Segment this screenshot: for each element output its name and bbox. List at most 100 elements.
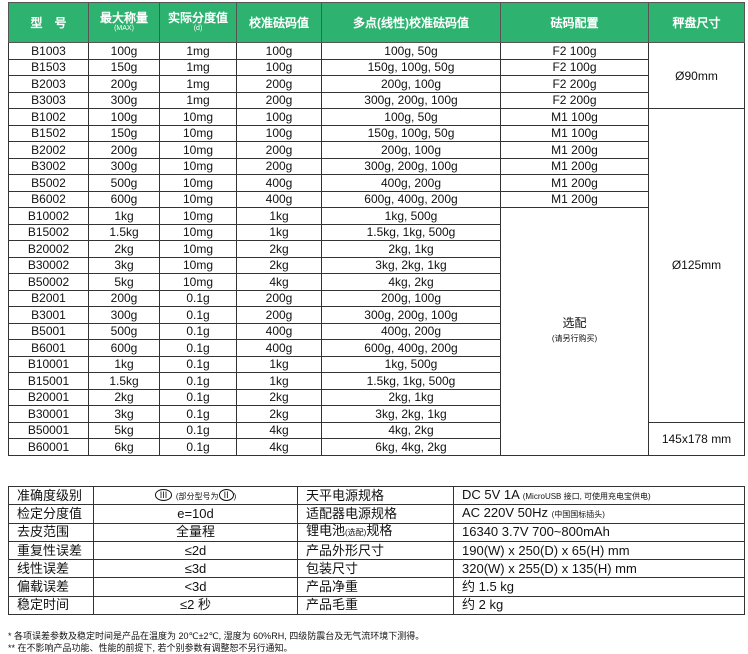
spec-label: 偏载误差 bbox=[8, 577, 94, 597]
cell: 200g bbox=[236, 306, 322, 324]
spec-value: 约 1.5 kg bbox=[453, 577, 745, 597]
cell: 0.1g bbox=[159, 355, 237, 373]
cell: 150g bbox=[88, 58, 160, 76]
cell: 10mg bbox=[159, 108, 237, 126]
cell: 200g, 100g bbox=[321, 289, 501, 307]
spec-label: 锂电池(选配)规格 bbox=[297, 522, 454, 542]
table-row: B30002 3kg 10mg 2kg 3kg, 2kg, 1kg bbox=[8, 256, 745, 274]
spec-label: 去皮范围 bbox=[8, 522, 94, 542]
cell: 1kg bbox=[236, 207, 322, 225]
spec-value: 190(W) x 250(D) x 65(H) mm bbox=[453, 540, 745, 561]
spec-label: 产品毛重 bbox=[297, 595, 454, 616]
cell: M1 100g bbox=[500, 124, 649, 142]
model-table: 型 号 最大称量 (MAX) 实际分度值 (d) 校准砝码值 多点(线性)校准砝码值… bbox=[8, 2, 745, 456]
spec-label: 稳定时间 bbox=[8, 595, 94, 616]
cell: 6kg, 4kg, 2kg bbox=[321, 438, 501, 456]
cell: B3002 bbox=[8, 157, 89, 175]
cell: B20001 bbox=[8, 388, 89, 406]
cell: B2001 bbox=[8, 289, 89, 307]
cell: 1kg bbox=[88, 355, 160, 373]
cell: 5kg bbox=[88, 273, 160, 291]
cell: 10mg bbox=[159, 273, 237, 291]
cell: B1503 bbox=[8, 58, 89, 76]
spec-value: 320(W) x 255(D) x 135(H) mm bbox=[453, 559, 745, 579]
cell: 1mg bbox=[159, 42, 237, 60]
table-row: B60001 6kg 0.1g 4kg 6kg, 4kg, 2kg bbox=[8, 438, 745, 456]
cell: 200g, 100g bbox=[321, 75, 501, 93]
pan-size: 145x178 mm bbox=[648, 421, 745, 456]
cell: B50002 bbox=[8, 273, 89, 291]
cell: 200g bbox=[88, 289, 160, 307]
cell: 200g bbox=[236, 157, 322, 175]
cell: 0.1g bbox=[159, 438, 237, 456]
spec-value: ≤2d bbox=[93, 540, 298, 561]
table-row: B1002 100g 10mg 100g 100g, 50g M1 100g Ø125mm bbox=[8, 108, 745, 423]
cell: 600g, 400g, 200g bbox=[321, 190, 501, 208]
cell: 100g bbox=[88, 108, 160, 126]
cell: 100g bbox=[88, 42, 160, 60]
cell: 10mg bbox=[159, 141, 237, 159]
cell: 200g bbox=[88, 141, 160, 159]
cell: B15002 bbox=[8, 223, 89, 241]
cell: 300g bbox=[88, 91, 160, 109]
cell: 100g bbox=[236, 124, 322, 142]
cell: 2kg bbox=[236, 256, 322, 274]
spec-label: 产品外形尺寸 bbox=[297, 540, 454, 561]
cell: 400g, 200g bbox=[321, 322, 501, 340]
cell: B5001 bbox=[8, 322, 89, 340]
cell: 150g, 100g, 50g bbox=[321, 124, 501, 142]
cell: 5kg bbox=[88, 421, 160, 439]
cell: 3kg bbox=[88, 405, 160, 423]
cell: 10mg bbox=[159, 124, 237, 142]
spec-label: 包装尺寸 bbox=[297, 559, 454, 579]
spec-value: e=10d bbox=[93, 504, 298, 524]
cell: 200g bbox=[236, 289, 322, 307]
cell: 200g, 100g bbox=[321, 141, 501, 159]
spec-value: ≤3d bbox=[93, 559, 298, 579]
cell: 1kg, 500g bbox=[321, 355, 501, 373]
spec-value: AC 220V 50Hz (中国国标插头) bbox=[453, 504, 745, 524]
cell: 1.5kg, 1kg, 500g bbox=[321, 223, 501, 241]
table-row: B50002 5kg 10mg 4kg 4kg, 2kg bbox=[8, 273, 745, 291]
spec-value: <3d bbox=[93, 577, 298, 597]
cell: 3kg bbox=[88, 256, 160, 274]
cell: B6002 bbox=[8, 190, 89, 208]
cell: B15001 bbox=[8, 372, 89, 390]
cell: 4kg bbox=[236, 421, 322, 439]
cell: 1mg bbox=[159, 58, 237, 76]
cell: 3kg, 2kg, 1kg bbox=[321, 256, 501, 274]
header-config: 砝码配置 bbox=[500, 2, 649, 43]
footnote-2: ** 在不影响产品功能、性能的前提下, 若个别参数有调整恕不另行通知。 bbox=[8, 643, 293, 653]
cell: 2kg, 1kg bbox=[321, 388, 501, 406]
cell: B1502 bbox=[8, 124, 89, 142]
cell: B60001 bbox=[8, 438, 89, 456]
cell: M1 200g bbox=[500, 190, 649, 208]
cell: M1 100g bbox=[500, 108, 649, 126]
spec-value: ≤2 秒 bbox=[93, 595, 298, 616]
header-cal: 校准砝码值 bbox=[236, 2, 322, 43]
cell: 300g, 200g, 100g bbox=[321, 91, 501, 109]
cell: 2kg bbox=[236, 388, 322, 406]
cell: 10mg bbox=[159, 223, 237, 241]
cell: 600g, 400g, 200g bbox=[321, 339, 501, 357]
table-row: B3003 300g 1mg 200g 300g, 200g, 100g F2 200g bbox=[8, 91, 745, 109]
cell: 100g bbox=[236, 108, 322, 126]
cell: 4kg bbox=[236, 438, 322, 456]
cell: 0.1g bbox=[159, 339, 237, 357]
cell: 1kg bbox=[88, 207, 160, 225]
cell: 1kg bbox=[236, 355, 322, 373]
cell: 3kg, 2kg, 1kg bbox=[321, 405, 501, 423]
cell: B3003 bbox=[8, 91, 89, 109]
cell: 1kg bbox=[236, 372, 322, 390]
header-model: 型 号 bbox=[8, 2, 89, 43]
cell: 100g, 50g bbox=[321, 108, 501, 126]
cell: B10002 bbox=[8, 207, 89, 225]
spec-row: 线性误差 ≤3d 包装尺寸 320(W) x 255(D) x 135(H) mm bbox=[8, 559, 745, 579]
cell: M1 200g bbox=[500, 157, 649, 175]
cell: 2kg bbox=[236, 405, 322, 423]
cell: M1 200g bbox=[500, 174, 649, 192]
spec-value: 约 2 kg bbox=[453, 595, 745, 616]
cell: B3001 bbox=[8, 306, 89, 324]
cell: 2kg, 1kg bbox=[321, 240, 501, 258]
spec-row: 检定分度值 e=10d 适配器电源规格 AC 220V 50Hz (中国国标插头) bbox=[8, 504, 745, 524]
